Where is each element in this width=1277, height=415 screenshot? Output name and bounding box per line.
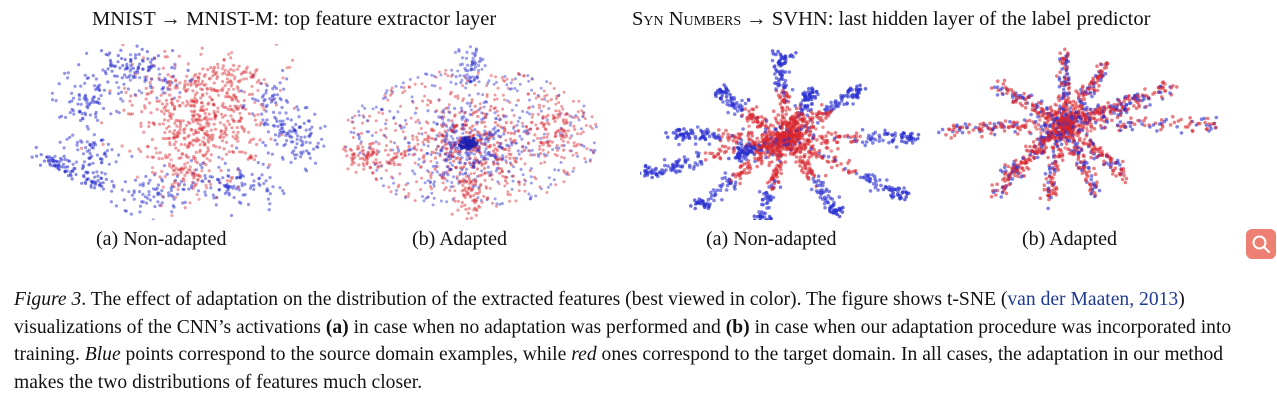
tsne-svhn-non-adapted bbox=[640, 44, 930, 220]
search-icon bbox=[1252, 235, 1271, 254]
group-title-svhn-smallcaps: Syn Numbers bbox=[632, 8, 742, 30]
figure-caption: Figure 3. The effect of adaptation on th… bbox=[14, 289, 1232, 393]
tsne-mnist-adapted bbox=[336, 44, 606, 220]
group-title-svhn-rest: → SVHN: last hidden layer of the label p… bbox=[741, 8, 1151, 30]
group-title-mnist: MNIST → MNIST-M: top feature extractor l… bbox=[92, 8, 497, 30]
search-button[interactable] bbox=[1246, 229, 1276, 259]
subcaption-mnist-b: (b) Adapted bbox=[412, 228, 507, 250]
subcaption-svhn-b: (b) Adapted bbox=[1022, 228, 1117, 250]
group-title-svhn: Syn Numbers → SVHN: last hidden layer of… bbox=[632, 8, 1150, 31]
caption-figure-label: Figure 3 bbox=[14, 289, 82, 310]
tsne-mnist-non-adapted bbox=[30, 44, 330, 220]
citation-link[interactable]: van der Maaten, 2013 bbox=[1007, 289, 1179, 310]
subcaption-svhn-a: (a) Non-adapted bbox=[706, 228, 837, 250]
tsne-svhn-adapted bbox=[936, 44, 1226, 220]
subcaption-mnist-a: (a) Non-adapted bbox=[96, 228, 227, 250]
